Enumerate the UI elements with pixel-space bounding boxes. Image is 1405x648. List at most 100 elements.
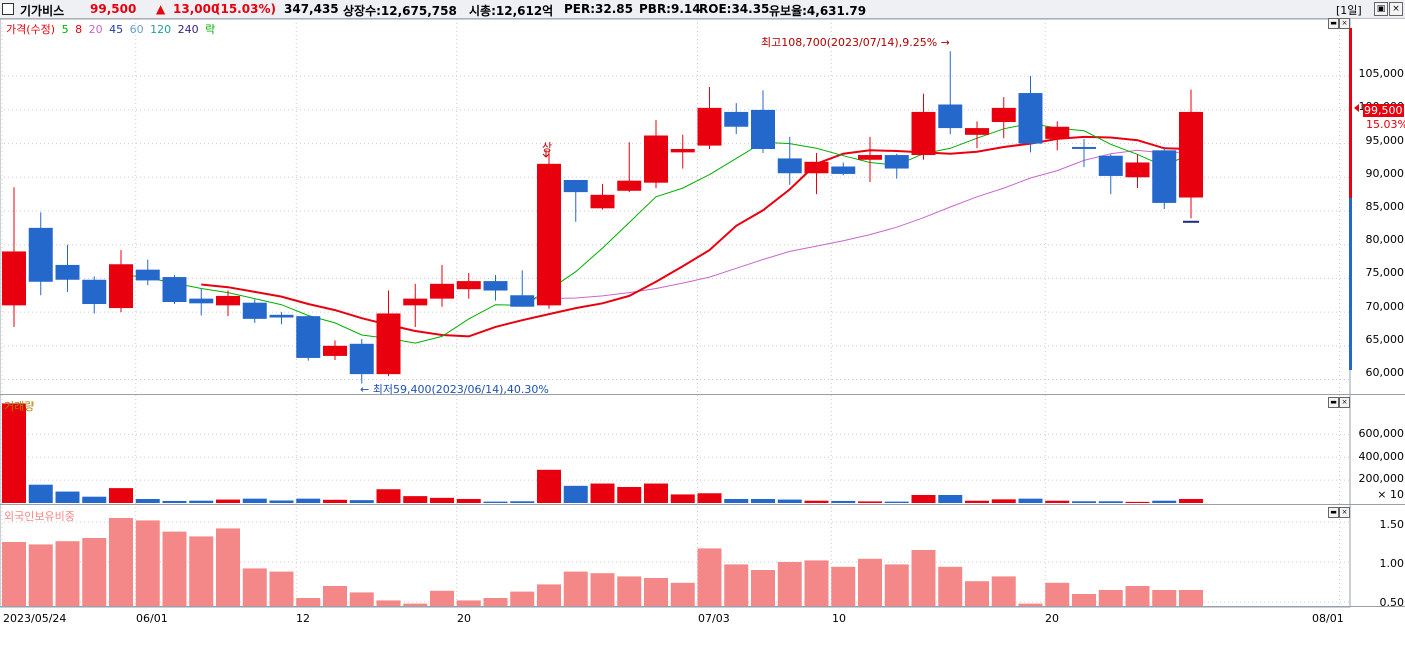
candle-body xyxy=(804,161,829,174)
candle-body xyxy=(1125,162,1150,178)
candle-body xyxy=(831,166,856,174)
legend-ma60[interactable]: 60 xyxy=(129,23,144,36)
volume-tick: 400,000 xyxy=(1358,450,1405,463)
volume-tick: 200,000 xyxy=(1358,472,1405,485)
legend-ma20[interactable]: 20 xyxy=(88,23,103,36)
candle-body xyxy=(109,264,133,309)
x-tick: 10 xyxy=(832,612,846,625)
foreign-panel-label[interactable]: 외국인보유비중 xyxy=(4,510,75,523)
volume-bar xyxy=(135,498,160,503)
volume-bar xyxy=(296,498,321,503)
legend-ma45[interactable]: 45 xyxy=(109,23,124,36)
volume-bar xyxy=(1179,498,1203,503)
x-tick: 20 xyxy=(1045,612,1059,625)
legend-ma120[interactable]: 120 xyxy=(150,23,172,36)
foreign-bar xyxy=(456,600,481,606)
panel-close-icon[interactable]: × xyxy=(1339,18,1350,29)
candle-body xyxy=(1072,146,1096,149)
panel-minimize-icon[interactable]: ▬ xyxy=(1328,397,1339,408)
foreign-bar xyxy=(1152,590,1177,606)
candle-body xyxy=(269,314,294,318)
volume-bar xyxy=(777,499,802,503)
volume-bar xyxy=(563,485,588,503)
volume-bar xyxy=(456,498,481,503)
y-tick: 95,000 xyxy=(1365,134,1405,147)
roe-value: ROE:34.35 xyxy=(699,2,770,16)
volume-bar xyxy=(1072,501,1096,503)
period-button[interactable]: [1일] xyxy=(1336,4,1362,17)
panel-minimize-icon[interactable]: ▬ xyxy=(1328,18,1339,29)
foreign-bar xyxy=(430,590,454,606)
ma8-line xyxy=(201,135,1192,338)
panel-minimize-icon[interactable]: ▬ xyxy=(1328,507,1339,518)
candle-body xyxy=(55,264,80,280)
candle-body xyxy=(884,155,909,169)
foreign-bar xyxy=(1179,590,1203,606)
select-checkbox[interactable] xyxy=(2,3,14,15)
volume-bar xyxy=(349,500,374,503)
volume-panel-label[interactable]: 거래량 xyxy=(4,400,35,413)
volume-tick: 600,000 xyxy=(1358,427,1405,440)
foreign-tick: 1.00 xyxy=(1379,557,1405,570)
volume-bar xyxy=(269,500,294,503)
foreign-bar xyxy=(483,598,508,606)
legend-price[interactable]: 가격(수정) xyxy=(6,23,56,36)
volume-bar xyxy=(189,500,214,503)
volume-bar xyxy=(804,500,829,503)
volume-bar xyxy=(55,491,80,503)
volume-bar xyxy=(884,501,909,503)
candle-body xyxy=(483,281,508,291)
volume-bar xyxy=(510,501,535,503)
candle-body xyxy=(510,295,535,307)
candle-body xyxy=(617,180,642,191)
candle-body xyxy=(751,109,775,149)
panel-close-icon[interactable]: × xyxy=(1339,397,1350,408)
volume-bar xyxy=(751,498,775,503)
foreign-bar xyxy=(216,528,240,606)
volume-bar xyxy=(938,494,963,503)
y-tick: 75,000 xyxy=(1365,266,1405,279)
legend-rak[interactable]: 락 xyxy=(205,23,216,36)
upper-limit-arrow xyxy=(542,150,550,158)
trade-volume: 347,435 xyxy=(284,2,339,16)
volume-bar xyxy=(1045,500,1070,503)
foreign-bar xyxy=(135,520,160,606)
candle-body xyxy=(242,302,267,319)
panel-close-icon[interactable]: × xyxy=(1339,507,1350,518)
listed-shares: 상장수:12,675,758 xyxy=(343,4,457,18)
foreign-bar xyxy=(323,586,347,606)
pbr-value: PBR:9.14 xyxy=(639,2,701,16)
foreign-bar xyxy=(884,564,909,606)
volume-bar xyxy=(323,499,347,503)
reserve-ratio: 유보율:4,631.79 xyxy=(769,4,867,18)
volume-bar xyxy=(911,494,936,503)
volume-bar xyxy=(162,500,187,503)
foreign-bar xyxy=(965,581,989,606)
y-tick: 70,000 xyxy=(1365,300,1405,313)
volume-bar xyxy=(831,500,856,503)
foreign-bar xyxy=(697,548,722,606)
candle-body xyxy=(644,135,668,183)
foreign-bar xyxy=(1125,586,1150,606)
foreign-bar xyxy=(777,562,802,606)
restore-icon[interactable]: ▣ xyxy=(1374,2,1388,16)
last-price-pointer xyxy=(1354,104,1359,112)
foreign-bar xyxy=(590,573,615,606)
foreign-bar xyxy=(724,564,749,606)
candle-body xyxy=(349,343,374,375)
candle-body xyxy=(2,251,26,306)
foreign-bar xyxy=(991,576,1016,606)
legend-ma240[interactable]: 240 xyxy=(177,23,199,36)
foreign-bar xyxy=(55,541,80,606)
foreign-bar xyxy=(109,518,133,606)
close-icon[interactable]: × xyxy=(1389,2,1403,16)
plot-frame xyxy=(0,18,1351,608)
volume-bar xyxy=(617,486,642,503)
volume-bar xyxy=(430,497,454,503)
candle-body xyxy=(296,316,321,358)
volume-bar xyxy=(82,496,107,503)
candle-body xyxy=(189,298,214,304)
volume-bar xyxy=(376,489,401,503)
legend-ma5[interactable]: 5 xyxy=(61,23,69,36)
legend-ma8[interactable]: 8 xyxy=(75,23,83,36)
